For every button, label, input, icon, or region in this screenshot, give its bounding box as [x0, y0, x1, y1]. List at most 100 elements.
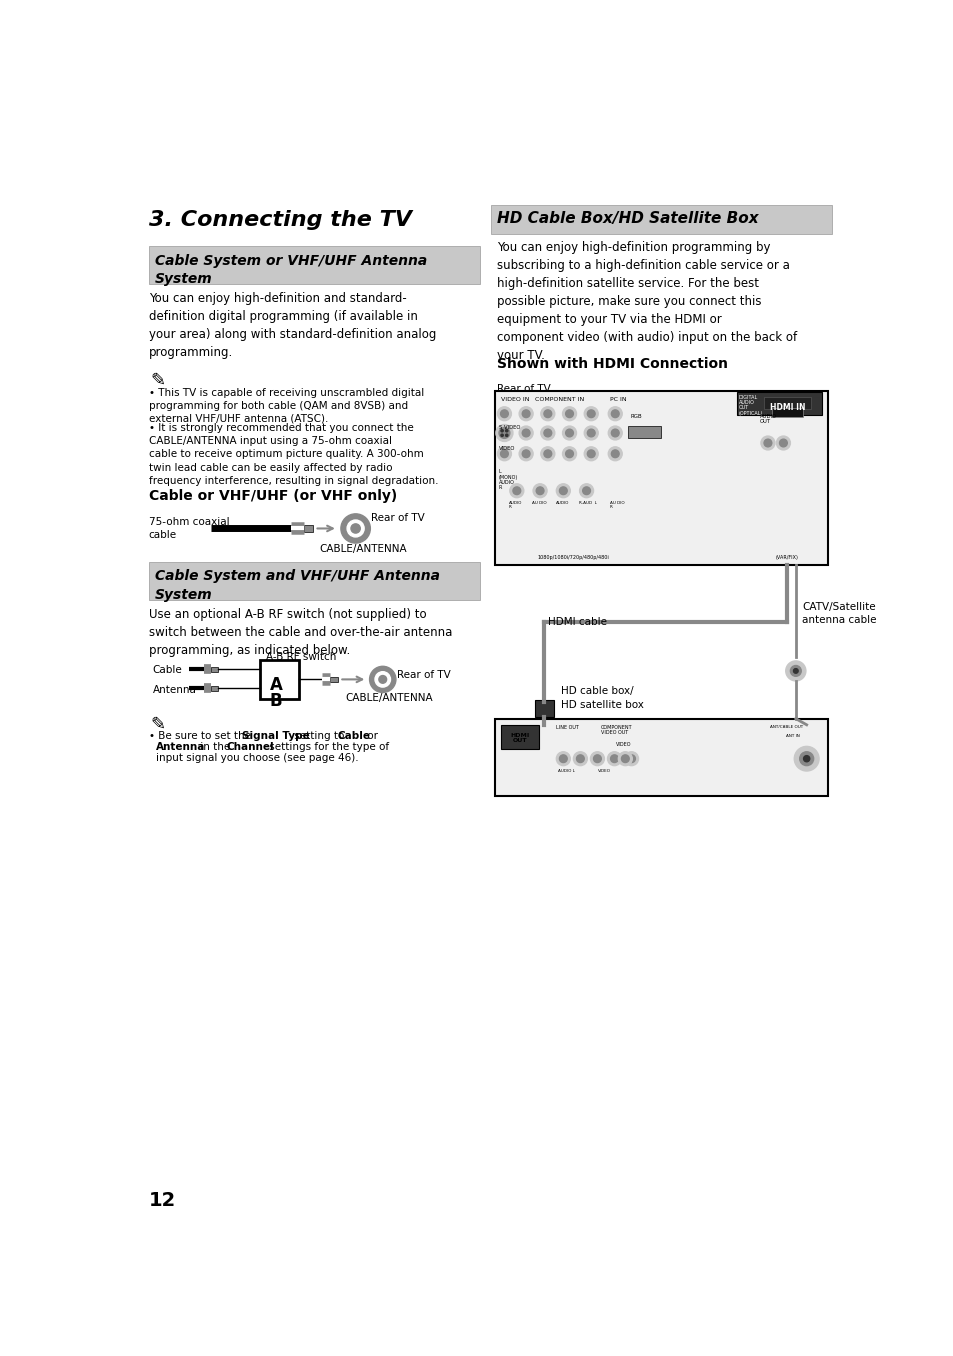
Circle shape: [590, 751, 604, 766]
Circle shape: [378, 675, 386, 683]
Text: ANT/CABLE OUT: ANT/CABLE OUT: [769, 725, 802, 728]
Text: 3. Connecting the TV: 3. Connecting the TV: [149, 210, 412, 231]
Circle shape: [556, 484, 570, 498]
Circle shape: [562, 447, 576, 461]
Circle shape: [509, 484, 523, 498]
Text: ✎: ✎: [150, 372, 165, 391]
Circle shape: [500, 430, 503, 431]
FancyBboxPatch shape: [149, 245, 479, 285]
Text: (VAR/FIX): (VAR/FIX): [775, 556, 798, 560]
Circle shape: [763, 439, 771, 447]
Text: COMPONENT
VIDEO OUT: COMPONENT VIDEO OUT: [599, 725, 632, 735]
Circle shape: [587, 428, 595, 437]
Circle shape: [611, 450, 618, 457]
Text: Signal Type: Signal Type: [241, 731, 309, 740]
Text: setting to: setting to: [291, 731, 347, 740]
Text: You can enjoy high-definition programming by
subscribing to a high-definition ca: You can enjoy high-definition programmin…: [497, 241, 797, 362]
Text: AUDIO
OUT
(OPTICAL): AUDIO OUT (OPTICAL): [738, 400, 762, 416]
Text: CABLE/ANTENNA: CABLE/ANTENNA: [345, 693, 433, 704]
FancyBboxPatch shape: [495, 719, 827, 796]
Circle shape: [618, 751, 632, 766]
Text: LINE OUT: LINE OUT: [555, 725, 578, 730]
Text: AUDIO
R: AUDIO R: [509, 500, 522, 508]
Circle shape: [543, 428, 551, 437]
Circle shape: [587, 450, 595, 457]
Circle shape: [760, 437, 774, 450]
Circle shape: [536, 487, 543, 495]
Circle shape: [500, 434, 503, 437]
Circle shape: [513, 487, 520, 495]
Circle shape: [587, 410, 595, 418]
Circle shape: [518, 447, 533, 461]
Text: VIDEO: VIDEO: [598, 769, 611, 773]
Text: Cable System and VHF/UHF Antenna
System: Cable System and VHF/UHF Antenna System: [154, 570, 439, 602]
Text: CABLE/ANTENNA: CABLE/ANTENNA: [319, 544, 406, 553]
Text: or: or: [364, 731, 377, 740]
Text: HD Cable Box/HD Satellite Box: HD Cable Box/HD Satellite Box: [497, 212, 759, 226]
Text: Antenna: Antenna: [156, 742, 206, 751]
Circle shape: [611, 410, 618, 418]
Circle shape: [556, 751, 570, 766]
Circle shape: [518, 407, 533, 420]
Circle shape: [608, 426, 621, 439]
Circle shape: [583, 447, 598, 461]
FancyBboxPatch shape: [491, 205, 831, 233]
Text: A: A: [270, 675, 282, 693]
Text: • Be sure to set the: • Be sure to set the: [149, 731, 253, 740]
Text: ANT IN: ANT IN: [785, 734, 799, 738]
Circle shape: [340, 514, 370, 544]
FancyBboxPatch shape: [500, 725, 537, 750]
Text: Rear of TV: Rear of TV: [371, 513, 424, 523]
Circle shape: [582, 487, 590, 495]
Text: 12: 12: [149, 1191, 175, 1210]
FancyBboxPatch shape: [330, 677, 337, 682]
Text: L
(MONO)
AUDIO
R: L (MONO) AUDIO R: [498, 469, 517, 491]
FancyBboxPatch shape: [628, 426, 660, 438]
Circle shape: [521, 450, 530, 457]
FancyBboxPatch shape: [260, 660, 298, 698]
Circle shape: [565, 428, 573, 437]
Circle shape: [610, 755, 618, 762]
Text: COMPONENT IN: COMPONENT IN: [535, 397, 584, 401]
Circle shape: [608, 407, 621, 420]
Circle shape: [497, 407, 511, 420]
Circle shape: [627, 755, 635, 762]
Text: PC IN: PC IN: [609, 397, 626, 401]
Text: HDMI IN: HDMI IN: [769, 403, 804, 412]
Text: Rear of TV: Rear of TV: [396, 670, 450, 681]
Text: R-AUD  L: R-AUD L: [578, 500, 596, 504]
Text: CATV/Satellite
antenna cable: CATV/Satellite antenna cable: [801, 602, 876, 625]
Circle shape: [802, 755, 809, 762]
Circle shape: [497, 447, 511, 461]
Text: • This TV is capable of receiving unscrambled digital
programming for both cable: • This TV is capable of receiving unscra…: [149, 388, 423, 424]
FancyBboxPatch shape: [211, 667, 218, 673]
Text: AUDIO
OUT: AUDIO OUT: [760, 414, 777, 424]
Text: AU DIO
R: AU DIO R: [609, 500, 624, 508]
Text: DIGITAL: DIGITAL: [738, 395, 757, 400]
Text: 1080p/1080i/720p/480p/480i: 1080p/1080i/720p/480p/480i: [537, 556, 609, 560]
Circle shape: [505, 434, 507, 437]
Circle shape: [558, 487, 567, 495]
Circle shape: [799, 751, 813, 766]
FancyBboxPatch shape: [736, 392, 821, 415]
Circle shape: [785, 660, 805, 681]
Circle shape: [351, 523, 360, 533]
Circle shape: [375, 671, 390, 687]
Circle shape: [565, 410, 573, 418]
Circle shape: [533, 484, 546, 498]
Text: • It is strongly recommended that you connect the
CABLE/ANTENNA input using a 75: • It is strongly recommended that you co…: [149, 423, 437, 485]
Text: VIDEO IN: VIDEO IN: [500, 397, 529, 401]
Circle shape: [518, 426, 533, 439]
FancyBboxPatch shape: [211, 686, 218, 692]
Circle shape: [498, 427, 509, 438]
Circle shape: [779, 439, 786, 447]
Text: Use an optional A-B RF switch (not supplied) to
switch between the cable and ove: Use an optional A-B RF switch (not suppl…: [149, 607, 452, 656]
Text: RGB: RGB: [630, 414, 641, 419]
Circle shape: [543, 410, 551, 418]
FancyBboxPatch shape: [495, 391, 827, 564]
Circle shape: [562, 407, 576, 420]
Text: Cable: Cable: [337, 731, 371, 740]
Text: S VIDEO: S VIDEO: [498, 424, 519, 430]
Text: Antenna: Antenna: [152, 685, 196, 694]
Text: Cable: Cable: [152, 664, 182, 675]
